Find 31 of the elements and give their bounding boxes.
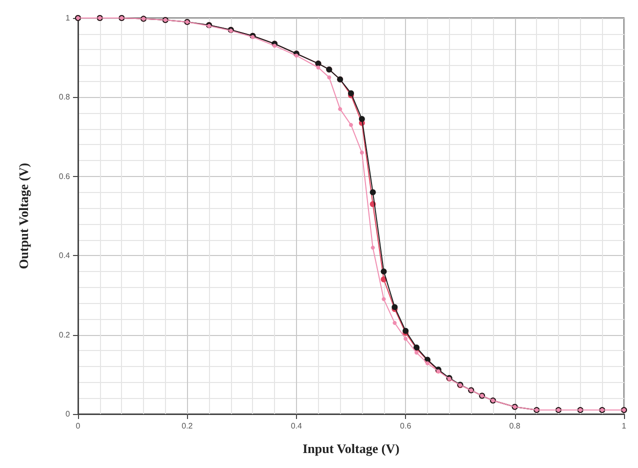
point: [338, 107, 342, 112]
y-tick-label: 0.2: [58, 330, 71, 340]
point: [392, 320, 397, 325]
point: [404, 336, 408, 341]
x-tick-label: 1: [622, 422, 627, 430]
x-tick-label: 0.4: [290, 422, 303, 430]
point: [380, 268, 387, 274]
y-tick-label: 0.4: [58, 251, 71, 260]
point: [327, 75, 332, 80]
point: [414, 350, 419, 355]
point: [294, 54, 298, 58]
point: [316, 66, 320, 70]
y-tick-label: 1: [66, 14, 71, 22]
x-tick-label: 0.8: [509, 422, 521, 430]
y-tick-label: 0.6: [58, 172, 71, 181]
point: [272, 44, 277, 48]
point: [370, 246, 375, 250]
point: [358, 116, 365, 122]
point: [349, 122, 353, 127]
y-axis-title: Output Voltage (V): [16, 162, 31, 270]
x-tick-label: 0.2: [182, 422, 194, 430]
x-axis-title: Input Voltage (V): [302, 441, 400, 456]
point: [425, 361, 430, 366]
y-tick-label: 0: [66, 410, 71, 418]
point: [360, 150, 364, 155]
y-tick-label: 0.8: [58, 92, 71, 102]
x-tick-label: 0.6: [400, 422, 412, 430]
point: [250, 35, 255, 40]
point: [370, 189, 376, 196]
x-tick-label: 0: [76, 422, 81, 430]
point: [382, 297, 386, 302]
